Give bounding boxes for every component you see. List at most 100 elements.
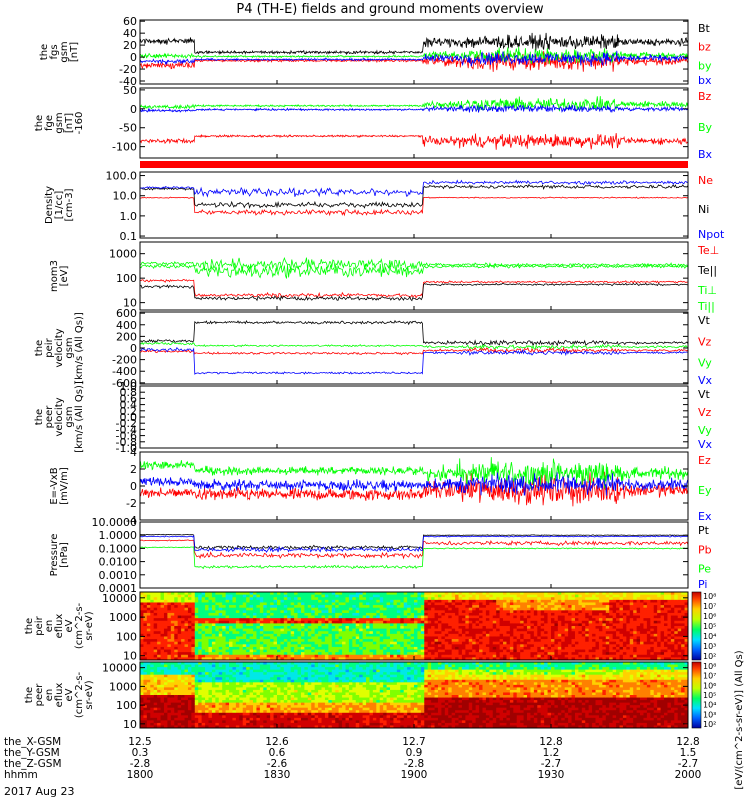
spectrogram-cell — [242, 652, 247, 656]
spectrogram-cell — [273, 628, 278, 632]
spectrogram-cell — [414, 649, 418, 653]
spectrogram-cell — [294, 610, 298, 614]
spectrogram-cell — [626, 628, 631, 632]
spectrogram-cell — [205, 597, 209, 601]
spectrogram-cell — [513, 649, 518, 653]
spectrogram-cell — [482, 599, 487, 603]
spectrogram-cell — [311, 626, 316, 630]
spectrogram-cell — [609, 602, 614, 606]
spectrogram-cell — [485, 626, 490, 630]
spectrogram-cell — [273, 592, 278, 596]
spectrogram-cell — [554, 612, 559, 616]
spectrogram-cell — [222, 594, 227, 598]
spectrogram-cell — [568, 649, 572, 653]
spectrogram-cell — [393, 607, 398, 611]
spectrogram-cell — [629, 605, 634, 609]
spectrogram-cell — [235, 631, 240, 635]
spectrogram-cell — [376, 612, 381, 616]
spectrogram-cell — [167, 682, 172, 686]
spectrogram-cell — [328, 618, 333, 622]
spectrogram-cell — [153, 715, 158, 719]
spectrogram-cell — [163, 702, 168, 706]
spectrogram-cell — [660, 633, 665, 637]
spectrogram-cell — [218, 631, 223, 635]
spectrogram-cell — [342, 626, 346, 630]
spectrogram-cell — [393, 654, 398, 658]
spectrogram-cell — [530, 641, 535, 645]
spectrogram-cell — [304, 599, 309, 603]
spectrogram-cell — [184, 597, 189, 601]
spectrogram-cell — [160, 646, 165, 650]
spectrogram-cell — [201, 605, 206, 609]
spectrogram-cell — [520, 610, 524, 614]
spectrogram-cell — [640, 602, 644, 606]
spectrogram-cell — [407, 602, 411, 606]
spectrogram-cell — [574, 602, 579, 606]
spectrogram-cell — [163, 712, 168, 716]
spectrogram-cell — [437, 602, 442, 606]
spectrogram-cell — [201, 700, 206, 704]
spectrogram-cell — [455, 597, 459, 601]
spectrogram-cell — [150, 615, 155, 619]
spectrogram-cell — [496, 620, 501, 624]
spectrogram-cell — [181, 652, 185, 656]
spectrogram-cell — [633, 641, 638, 645]
spectrogram-cell — [314, 607, 319, 611]
spectrogram-cell — [239, 631, 244, 635]
spectrogram-cell — [146, 697, 151, 701]
spectrogram-cell — [605, 615, 610, 619]
spectrogram-cell — [163, 664, 168, 668]
spectrogram-cell — [602, 594, 607, 598]
spectrogram-cell — [146, 649, 151, 653]
spectrogram-cell — [390, 607, 394, 611]
spectrogram-cell — [684, 649, 689, 653]
spectrogram-cell — [232, 607, 237, 611]
spectrogram-cell — [650, 607, 655, 611]
spectrogram-cell — [205, 715, 209, 719]
spectrogram-cell — [592, 599, 596, 603]
y-tick-label: 50 — [123, 84, 137, 97]
spectrogram-cell — [345, 649, 350, 653]
spectrogram-cell — [444, 618, 449, 622]
spectrogram-cell — [417, 631, 422, 635]
spectrogram-cell — [355, 657, 360, 661]
spectrogram-cell — [215, 620, 220, 624]
spectrogram-cell — [588, 599, 593, 603]
spectrogram-cell — [194, 672, 199, 676]
spectrogram-cell — [407, 623, 411, 627]
spectrogram-cell — [530, 618, 535, 622]
spectrogram-cell — [407, 644, 411, 648]
spectrogram-cell — [581, 652, 586, 656]
y-axis-label: Density — [44, 186, 55, 224]
spectrogram-cell — [441, 618, 446, 622]
legend-entry: Vy — [698, 424, 712, 437]
spectrogram-cell — [420, 631, 425, 635]
spectrogram-cell — [321, 633, 326, 637]
spectrogram-cell — [609, 610, 614, 614]
spectrogram-cell — [163, 657, 168, 661]
spectrogram-cell — [557, 594, 562, 598]
spectrogram-cell — [376, 620, 381, 624]
spectrogram-cell — [280, 594, 285, 598]
spectrogram-cell — [355, 607, 360, 611]
spectrogram-cell — [181, 667, 185, 671]
spectrogram-cell — [424, 626, 429, 630]
spectrogram-cell — [143, 626, 148, 630]
spectrogram-cell — [263, 644, 268, 648]
spectrogram-cell — [509, 623, 514, 627]
spectrogram-cell — [140, 623, 144, 627]
spectrogram-cell — [417, 639, 422, 643]
spectrogram-cell — [657, 605, 661, 609]
spectrogram-cell — [225, 592, 230, 596]
spectrogram-cell — [427, 646, 432, 650]
spectrogram-cell — [448, 623, 453, 627]
spectrogram-cell — [194, 679, 199, 683]
spectrogram-cell — [342, 657, 346, 661]
spectrogram-cell — [318, 639, 322, 643]
spectrogram-cell — [441, 597, 446, 601]
spectrogram-cell — [143, 720, 148, 724]
spectrogram-cell — [187, 605, 192, 609]
spectrogram-cell — [191, 612, 196, 616]
spectrogram-cell — [629, 639, 634, 643]
